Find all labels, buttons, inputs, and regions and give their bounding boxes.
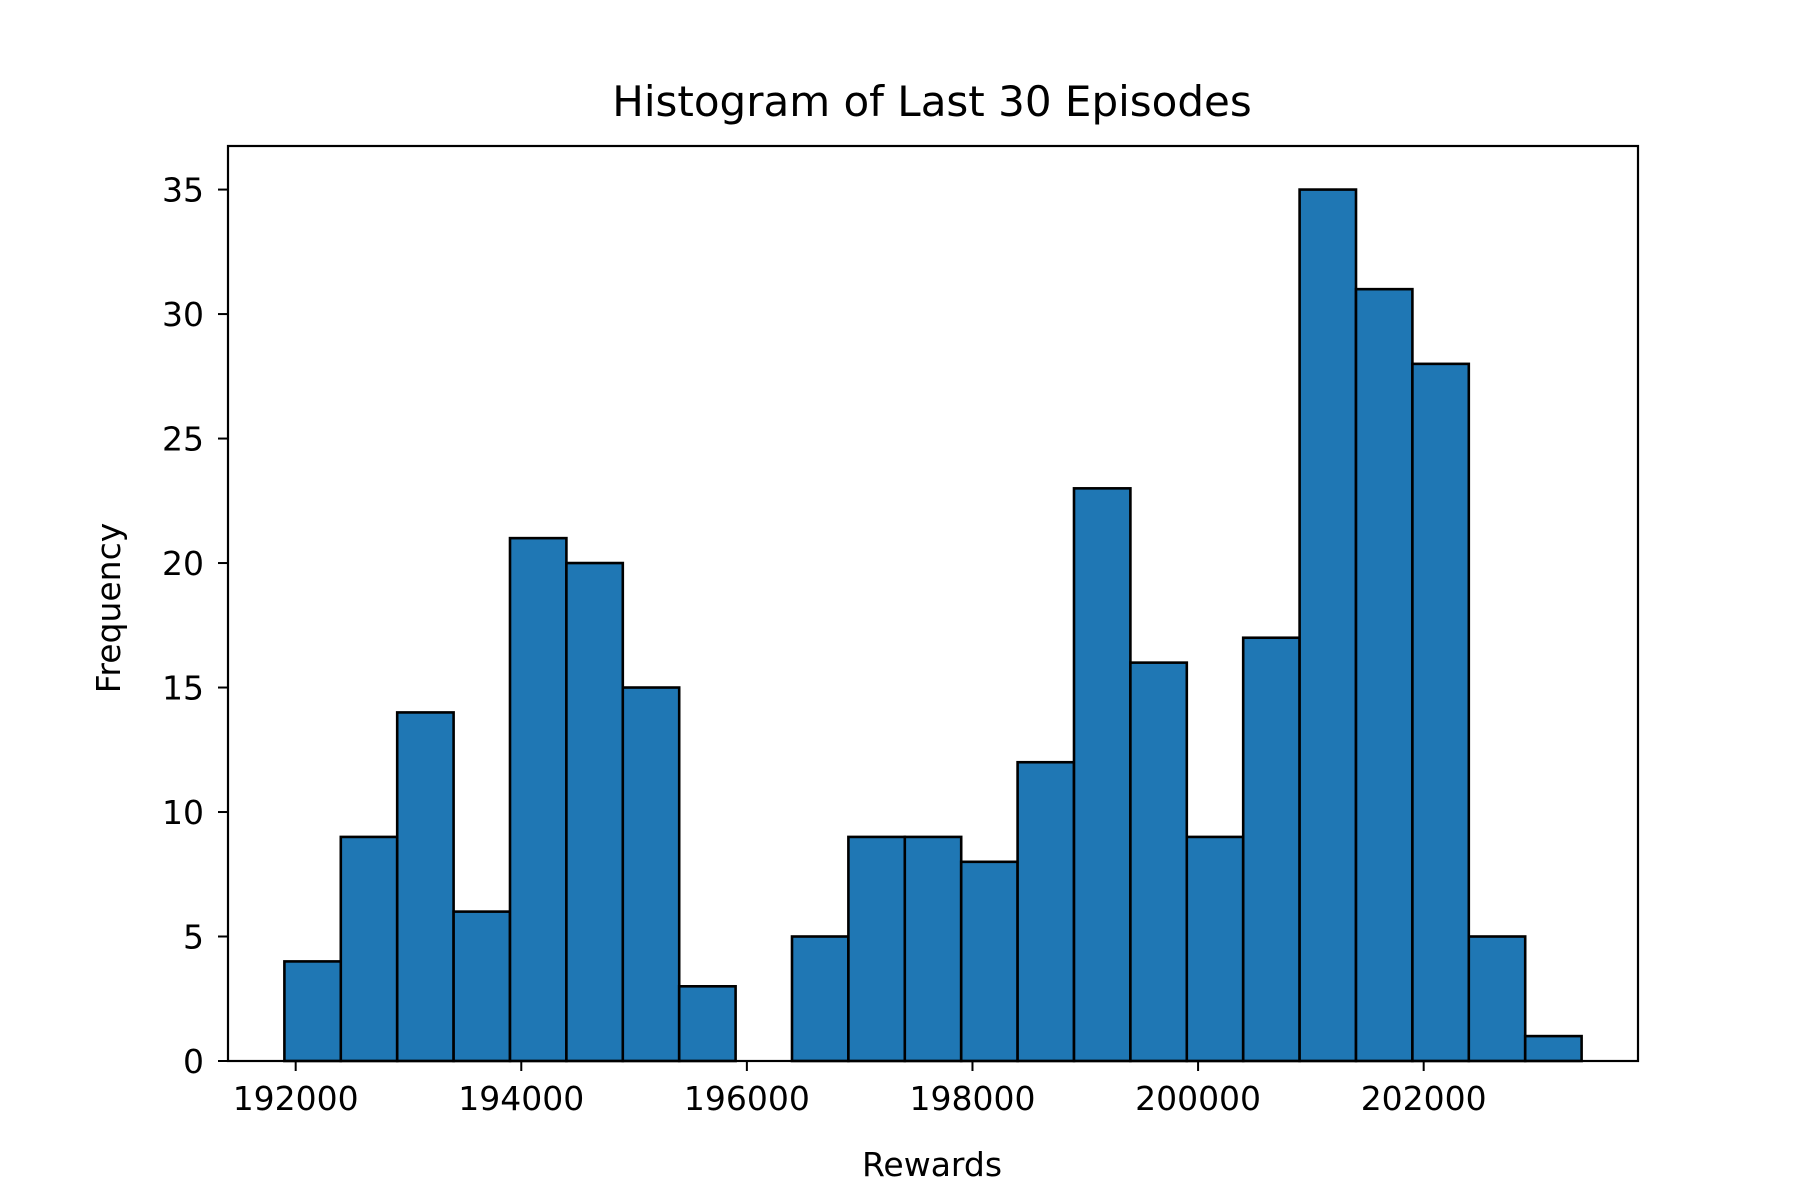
histogram-bar — [1241, 636, 1301, 1063]
histogram-bar — [565, 561, 625, 1063]
x-tick-label: 202000 — [1361, 1079, 1487, 1118]
histogram-bar — [283, 960, 343, 1063]
x-axis: 192000 194000 196000 198000 200000 202000 — [233, 1061, 1487, 1118]
histogram-bar — [1523, 1034, 1583, 1063]
histogram-bar — [1298, 188, 1358, 1063]
histogram-bar — [677, 985, 737, 1063]
y-axis-label: Frequency — [89, 523, 128, 693]
y-tick-label: 0 — [183, 1042, 204, 1081]
histogram-bar — [1354, 287, 1414, 1063]
histogram-bar — [1411, 362, 1471, 1063]
histogram-bar — [508, 536, 568, 1063]
y-tick-label: 5 — [183, 918, 204, 957]
histogram-bar — [847, 835, 907, 1063]
histogram-bar — [621, 686, 681, 1063]
histogram-bar — [959, 860, 1019, 1063]
histogram-bar — [903, 835, 963, 1063]
y-tick-label: 25 — [162, 420, 204, 459]
y-tick-label: 35 — [162, 171, 204, 210]
histogram-bar — [1072, 487, 1132, 1063]
histogram-bar — [452, 910, 512, 1063]
histogram-bar — [1016, 760, 1076, 1063]
histogram-bar — [1467, 935, 1527, 1063]
y-tick-label: 30 — [162, 295, 204, 334]
x-tick-label: 192000 — [233, 1079, 359, 1118]
x-tick-label: 196000 — [684, 1079, 810, 1118]
histogram-bar — [339, 835, 399, 1063]
histogram-bar — [395, 711, 455, 1063]
y-axis: 0 5 10 15 20 25 30 35 — [162, 171, 228, 1081]
y-tick-label: 15 — [162, 669, 204, 708]
bars-group — [283, 188, 1583, 1063]
y-tick-label: 20 — [162, 544, 204, 583]
histogram-bar — [1185, 835, 1245, 1063]
histogram-bar — [1129, 661, 1189, 1063]
x-axis-label: Rewards — [862, 1145, 1002, 1184]
x-tick-label: 200000 — [1135, 1079, 1261, 1118]
plot-frame — [226, 144, 1640, 1063]
y-tick-label: 10 — [162, 793, 204, 832]
x-tick-label: 194000 — [458, 1079, 584, 1118]
histogram-bar — [790, 935, 850, 1063]
chart-title: Histogram of Last 30 Episodes — [612, 77, 1252, 126]
x-tick-label: 198000 — [909, 1079, 1035, 1118]
